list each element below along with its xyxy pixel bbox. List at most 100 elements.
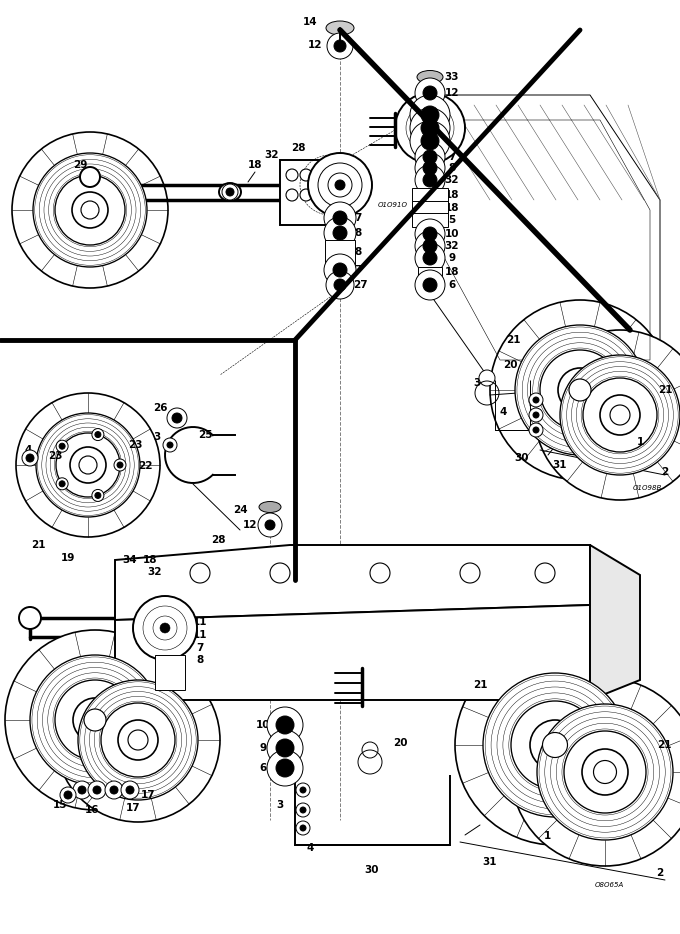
Circle shape bbox=[582, 749, 628, 795]
Text: 1: 1 bbox=[543, 831, 551, 841]
Circle shape bbox=[333, 263, 347, 277]
Text: 12: 12 bbox=[308, 40, 322, 50]
Text: 22: 22 bbox=[138, 461, 152, 471]
Circle shape bbox=[126, 786, 134, 794]
Circle shape bbox=[533, 397, 539, 403]
Circle shape bbox=[300, 189, 312, 201]
Ellipse shape bbox=[326, 21, 354, 35]
Circle shape bbox=[73, 698, 117, 742]
Circle shape bbox=[423, 173, 437, 187]
Circle shape bbox=[92, 489, 104, 502]
Ellipse shape bbox=[219, 183, 241, 201]
Circle shape bbox=[296, 803, 310, 817]
Text: 4: 4 bbox=[499, 407, 507, 417]
Circle shape bbox=[415, 243, 445, 273]
Polygon shape bbox=[420, 95, 660, 380]
Text: 20: 20 bbox=[393, 738, 407, 748]
Circle shape bbox=[78, 786, 86, 794]
Text: 8: 8 bbox=[354, 228, 362, 238]
Circle shape bbox=[276, 739, 294, 757]
Text: 6: 6 bbox=[448, 280, 456, 290]
Text: 31: 31 bbox=[483, 857, 497, 867]
Circle shape bbox=[267, 730, 303, 766]
Text: 17: 17 bbox=[126, 803, 140, 813]
Text: 14: 14 bbox=[303, 17, 318, 27]
Text: 8: 8 bbox=[354, 247, 362, 257]
Text: 11: 11 bbox=[192, 630, 207, 640]
Text: 11: 11 bbox=[445, 110, 459, 120]
Text: 11: 11 bbox=[445, 136, 459, 146]
Circle shape bbox=[300, 787, 306, 793]
Text: 11: 11 bbox=[347, 180, 362, 190]
Polygon shape bbox=[115, 605, 590, 700]
Bar bbox=[325, 240, 355, 268]
Circle shape bbox=[421, 119, 439, 137]
Circle shape bbox=[530, 720, 580, 770]
Text: 32: 32 bbox=[148, 567, 163, 577]
Text: 8: 8 bbox=[197, 655, 203, 665]
Text: 16: 16 bbox=[85, 805, 99, 815]
Text: 11: 11 bbox=[347, 187, 362, 197]
Text: 18: 18 bbox=[445, 190, 459, 200]
Text: 29: 29 bbox=[73, 160, 87, 170]
Circle shape bbox=[324, 217, 356, 249]
Circle shape bbox=[114, 459, 126, 471]
Text: 2: 2 bbox=[656, 868, 664, 878]
Circle shape bbox=[326, 271, 354, 299]
Circle shape bbox=[143, 606, 187, 650]
Text: O1O98B: O1O98B bbox=[633, 485, 662, 491]
Circle shape bbox=[79, 456, 97, 474]
Bar bbox=[280, 160, 332, 225]
Bar bbox=[412, 213, 448, 227]
Text: 3: 3 bbox=[473, 378, 481, 388]
Text: 28: 28 bbox=[291, 143, 305, 153]
Text: 21: 21 bbox=[657, 740, 671, 750]
Circle shape bbox=[267, 750, 303, 786]
Circle shape bbox=[610, 405, 630, 425]
Text: 6: 6 bbox=[259, 763, 267, 773]
Circle shape bbox=[270, 563, 290, 583]
Circle shape bbox=[60, 787, 76, 803]
Circle shape bbox=[511, 678, 680, 866]
Text: 30: 30 bbox=[364, 865, 379, 875]
Circle shape bbox=[415, 153, 445, 183]
Circle shape bbox=[415, 78, 445, 108]
Circle shape bbox=[583, 378, 657, 452]
Text: 1: 1 bbox=[636, 437, 644, 447]
Circle shape bbox=[594, 760, 617, 784]
Ellipse shape bbox=[417, 70, 443, 83]
Circle shape bbox=[276, 759, 294, 777]
Circle shape bbox=[529, 423, 543, 437]
Circle shape bbox=[415, 142, 445, 172]
Text: 3: 3 bbox=[276, 800, 284, 810]
Circle shape bbox=[308, 153, 372, 217]
Text: 30: 30 bbox=[515, 453, 529, 463]
Circle shape bbox=[167, 408, 187, 428]
Circle shape bbox=[81, 201, 99, 219]
Circle shape bbox=[410, 108, 450, 148]
Circle shape bbox=[105, 781, 123, 799]
Circle shape bbox=[73, 781, 91, 799]
Circle shape bbox=[78, 680, 198, 800]
Circle shape bbox=[12, 132, 168, 288]
Text: 12: 12 bbox=[445, 88, 459, 98]
Text: 9: 9 bbox=[448, 253, 456, 263]
Circle shape bbox=[328, 173, 352, 197]
Circle shape bbox=[92, 429, 104, 441]
Circle shape bbox=[267, 707, 303, 743]
Text: 11: 11 bbox=[445, 123, 459, 133]
Circle shape bbox=[30, 655, 160, 785]
Text: 7: 7 bbox=[354, 213, 362, 223]
Bar bbox=[412, 201, 448, 215]
Text: 20: 20 bbox=[503, 360, 517, 370]
Circle shape bbox=[22, 450, 38, 466]
Text: O8O65A: O8O65A bbox=[595, 882, 624, 888]
Text: 18: 18 bbox=[143, 555, 157, 565]
Text: 14: 14 bbox=[260, 503, 275, 513]
Circle shape bbox=[59, 444, 65, 449]
Circle shape bbox=[160, 623, 170, 633]
Polygon shape bbox=[115, 545, 590, 620]
Text: 4: 4 bbox=[306, 843, 313, 853]
Circle shape bbox=[26, 454, 34, 462]
Circle shape bbox=[335, 180, 345, 190]
